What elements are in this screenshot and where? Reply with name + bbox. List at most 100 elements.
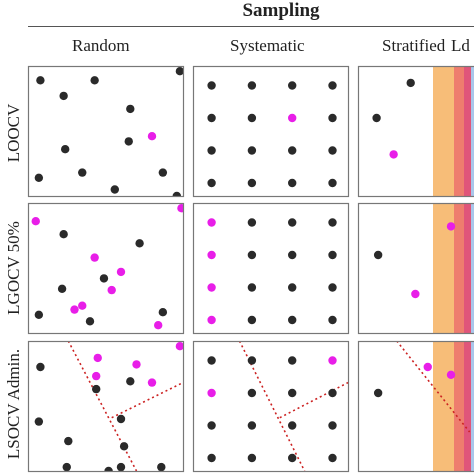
train-point: [288, 315, 297, 325]
train-point: [288, 218, 297, 227]
column-header-ld: Ld: [451, 36, 470, 55]
train-point: [207, 113, 216, 123]
train-point: [207, 178, 216, 188]
train-point: [119, 442, 129, 451]
admin-boundary-line: [67, 341, 138, 471]
test-point: [93, 353, 102, 363]
train-point: [247, 178, 257, 188]
test-point: [177, 204, 183, 213]
panel-frame: [357, 65, 474, 198]
train-point: [406, 78, 415, 88]
train-point: [207, 421, 216, 430]
train-point: [247, 283, 257, 292]
test-point: [446, 222, 456, 231]
panel-frame: [192, 202, 350, 335]
train-point: [247, 218, 257, 227]
panel-r2-c2: [192, 202, 350, 335]
train-point: [288, 453, 297, 463]
stratum-band-3: [464, 203, 471, 333]
train-point: [116, 414, 126, 424]
train-point: [328, 178, 337, 188]
test-point: [116, 267, 126, 277]
train-point: [373, 388, 383, 398]
train-point: [328, 218, 337, 227]
train-point: [78, 168, 87, 177]
stratum-band-4: [471, 66, 474, 196]
train-point: [288, 146, 297, 155]
column-header-systematic: Systematic: [230, 36, 305, 55]
panel-r3-c1: [27, 340, 185, 473]
train-point: [207, 146, 216, 155]
test-point: [70, 305, 79, 314]
train-point: [34, 173, 44, 182]
test-point: [207, 283, 216, 292]
train-point: [175, 67, 183, 76]
test-point: [288, 113, 297, 123]
panel-r3-c3: [357, 340, 474, 473]
test-point: [328, 356, 337, 365]
train-point: [328, 81, 337, 90]
panel-frame: [27, 65, 185, 198]
train-point: [288, 81, 297, 90]
train-point: [288, 388, 297, 398]
test-point: [389, 150, 398, 159]
train-point: [124, 137, 133, 146]
train-point: [64, 436, 73, 446]
test-point: [423, 362, 432, 372]
train-point: [247, 356, 257, 365]
train-point: [247, 81, 257, 90]
train-point: [247, 388, 257, 398]
train-point: [288, 283, 297, 292]
train-point: [328, 113, 337, 123]
train-point: [92, 384, 101, 394]
train-point: [36, 76, 45, 85]
train-point: [59, 230, 68, 239]
test-point: [154, 321, 163, 330]
train-point: [110, 185, 120, 194]
stratum-band-3: [464, 66, 471, 196]
panel-frame: [192, 65, 350, 198]
test-point: [107, 285, 116, 295]
test-point: [207, 315, 216, 325]
train-point: [328, 146, 337, 155]
train-point: [126, 377, 135, 386]
train-point: [288, 421, 297, 430]
train-point: [90, 76, 99, 85]
stratum-band-1: [433, 341, 454, 471]
panel-frame: [27, 202, 185, 335]
admin-boundary-line: [279, 381, 348, 419]
train-point: [60, 145, 70, 154]
train-point: [328, 315, 337, 325]
train-point: [104, 466, 113, 471]
test-point: [92, 371, 101, 381]
train-point: [373, 250, 383, 260]
stratum-band-4: [471, 203, 474, 333]
column-header-random: Random: [72, 36, 130, 55]
train-point: [62, 462, 71, 471]
train-point: [207, 81, 216, 90]
test-point: [78, 301, 87, 310]
test-point: [175, 342, 183, 351]
test-point: [147, 378, 157, 387]
title-rule: [28, 26, 474, 27]
stratum-band-2: [454, 203, 464, 333]
train-point: [158, 168, 168, 177]
stratum-band-1: [433, 66, 454, 196]
test-point: [207, 388, 216, 398]
test-point: [446, 370, 456, 379]
train-point: [288, 250, 297, 260]
train-point: [328, 421, 337, 430]
test-point: [132, 360, 141, 369]
train-point: [328, 388, 337, 398]
train-point: [247, 453, 257, 463]
train-point: [34, 310, 44, 319]
train-point: [288, 356, 297, 365]
train-point: [247, 315, 257, 325]
train-point: [158, 308, 168, 317]
test-point: [90, 253, 99, 262]
panel-frame: [27, 340, 185, 473]
train-point: [99, 274, 109, 283]
admin-boundary-line: [111, 381, 183, 419]
admin-boundary-line: [238, 341, 306, 471]
